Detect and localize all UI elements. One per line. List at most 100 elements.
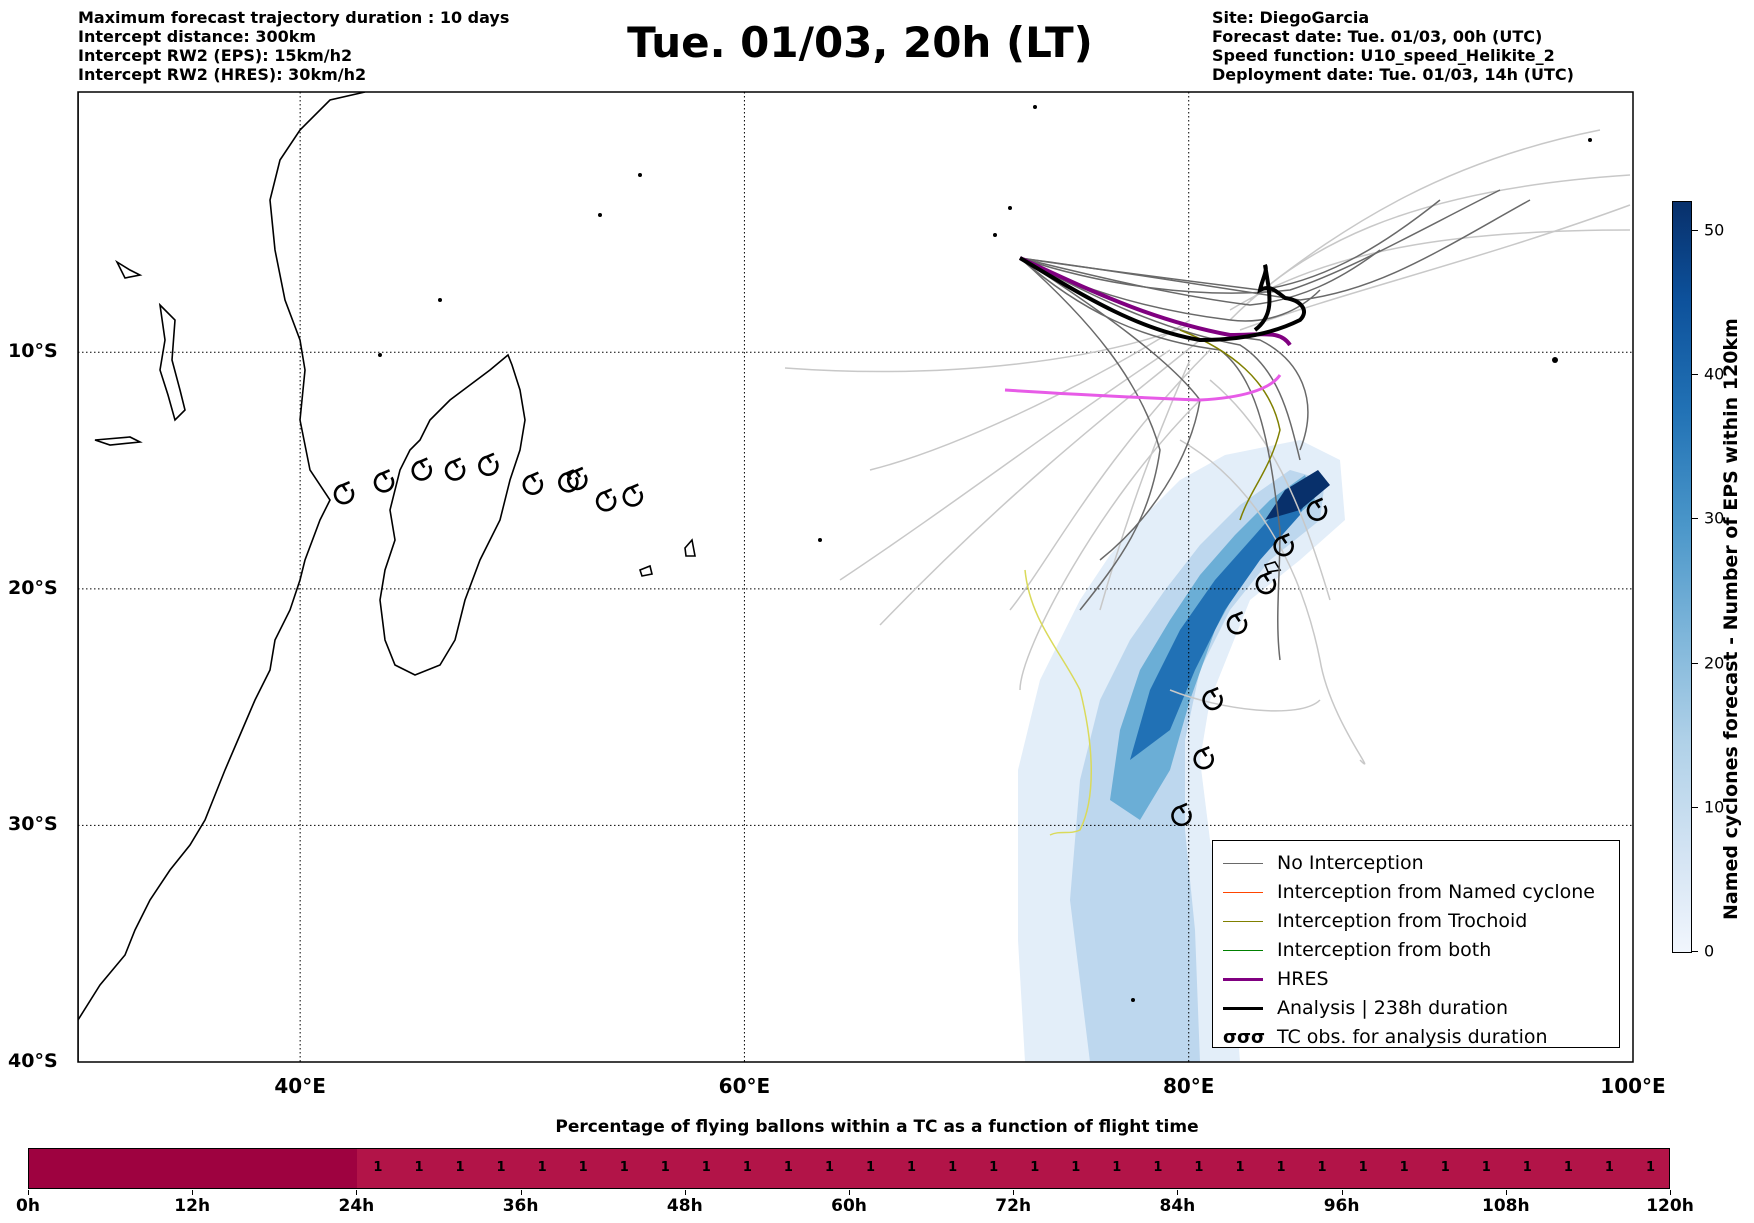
map-frame [77, 91, 1634, 1063]
legend-entry: Analysis | 238h duration [1223, 994, 1508, 1022]
flight-bar-tick-label: 120h [1646, 1196, 1694, 1216]
tc-observation-icon [622, 483, 644, 507]
legend-swatch [1223, 920, 1263, 922]
tc-observation-icon [1226, 611, 1248, 635]
tc-observation-icon [1306, 497, 1328, 521]
tc-observation-icon [1255, 570, 1277, 595]
header-line: Forecast date: Tue. 01/03, 00h (UTC) [1212, 27, 1543, 46]
flight-bar-tick [356, 1190, 358, 1195]
tc-observation-icon: σσσ [1223, 1026, 1266, 1048]
legend-label: TC obs. for analysis duration [1277, 1026, 1548, 1048]
flight-percentage-value: 1 [1276, 1160, 1286, 1175]
colorbar-tick [1692, 662, 1698, 664]
legend-swatch [1223, 949, 1263, 951]
flight-percentage-value: 1 [1317, 1160, 1327, 1175]
flight-bar-tick [849, 1190, 850, 1195]
flight-percentage-value: 1 [1399, 1160, 1409, 1175]
flight-bar-tick [192, 1190, 194, 1195]
header-line: Deployment date: Tue. 01/03, 14h (UTC) [1212, 65, 1574, 84]
colorbar-tick-label: 50 [1704, 220, 1725, 240]
flight-bar-tick [1177, 1190, 1179, 1195]
colorbar-tick [1692, 518, 1698, 520]
tc-observation-icon [478, 452, 499, 476]
flight-percentage-value: 1 [537, 1160, 547, 1175]
colorbar-tick-label: 0 [1704, 941, 1715, 961]
colorbar-tick-label: 30 [1704, 508, 1725, 528]
flight-percentage-value: 1 [1358, 1160, 1368, 1175]
flight-bar-tick-label: 36h [502, 1196, 539, 1216]
flight-percentage-value: 1 [824, 1160, 834, 1175]
flight-percentage-value: 1 [1071, 1160, 1081, 1175]
header-line: Site: DiegoGarcia [1212, 8, 1370, 27]
flight-percentage-value: 1 [1604, 1160, 1614, 1175]
flight-percentage-value: 1 [1194, 1160, 1204, 1175]
flight-percentage-value: 1 [578, 1160, 588, 1175]
flight-bar-tick-label: 72h [995, 1196, 1032, 1216]
latitude-label: 10°S [8, 340, 58, 363]
tc-observation-icon [373, 469, 395, 493]
latitude-label: 30°S [8, 813, 58, 836]
header-line: Maximum forecast trajectory duration : 1… [78, 8, 510, 27]
tc-observation-icon [1193, 745, 1214, 770]
header-left-info: Maximum forecast trajectory duration : 1… [78, 8, 509, 84]
header-line: Intercept RW2 (EPS): 15km/h2 [78, 46, 353, 65]
flight-percentage-value: 1 [1235, 1160, 1245, 1175]
flight-bar-tick-label: 96h [1323, 1196, 1360, 1216]
longitude-label: 60°E [718, 1074, 771, 1098]
colorbar-title: Named cyclones forecast - Number of EPS … [1720, 318, 1742, 920]
flight-bar-tick [684, 1190, 686, 1195]
colorbar-tick [1692, 374, 1698, 376]
flight-percentage-value: 1 [1645, 1160, 1655, 1175]
colorbar-tick-label: 40 [1704, 364, 1725, 384]
tc-observation-icon [1171, 802, 1192, 827]
flight-percentage-bar: 1 1 1 1 1 1 1 1 1 1 1 1 1 1 1 1 1 1 1 1 1 1 1 1 1 1 1 1 1 1 1 1 [28, 1148, 1670, 1189]
legend-entry: No Interception [1223, 849, 1424, 877]
colorbar-tick-label: 20 [1704, 653, 1725, 673]
tc-observation-icon [595, 488, 617, 512]
graticule [78, 92, 1633, 1062]
flight-bar-tick [1670, 1190, 1671, 1195]
legend-label: No Interception [1277, 852, 1424, 874]
flight-bar-tick-label: 0h [16, 1196, 40, 1216]
flight-bar-tick [520, 1190, 522, 1195]
flight-percentage-value: 1 [619, 1160, 629, 1175]
flight-percentage-value: 1 [701, 1160, 711, 1175]
flight-bar-tick-label: 84h [1159, 1196, 1196, 1216]
tc-observation-icon [522, 471, 544, 495]
legend: No Interception Interception from Named c… [1212, 840, 1620, 1048]
flight-percentage-value: 1 [373, 1160, 383, 1175]
legend-swatch [1223, 1006, 1263, 1010]
legend-label: HRES [1277, 968, 1329, 990]
legend-label: Interception from both [1277, 939, 1492, 961]
legend-label: Interception from Named cyclone [1277, 881, 1595, 903]
flight-percentage-value: 1 [783, 1160, 793, 1175]
legend-swatch [1223, 862, 1263, 864]
flight-bar-dark-segment [29, 1149, 358, 1188]
legend-entry: Interception from Named cyclone [1223, 878, 1595, 906]
tc-observation-icon [1273, 533, 1294, 557]
flight-percentage-value: 1 [1563, 1160, 1573, 1175]
flight-percentage-value: 1 [1481, 1160, 1491, 1175]
flight-percentage-value: 1 [414, 1160, 424, 1175]
longitude-label: 80°E [1162, 1074, 1215, 1098]
flight-bar-tick-label: 12h [174, 1196, 211, 1216]
legend-entry: σσσ TC obs. for analysis duration [1223, 1023, 1548, 1051]
legend-entry: HRES [1223, 965, 1329, 993]
longitude-label: 100°E [1600, 1074, 1666, 1098]
yellow-track [1024, 569, 1092, 836]
flight-percentage-value: 1 [742, 1160, 752, 1175]
tc-observation-icon [333, 481, 355, 505]
flight-bar-tick-label: 24h [338, 1196, 375, 1216]
flight-percentage-value: 1 [1440, 1160, 1450, 1175]
flight-percentage-value: 1 [907, 1160, 917, 1175]
flight-bar-tick [1013, 1190, 1015, 1195]
header-line: Intercept RW2 (HRES): 30km/h2 [78, 65, 367, 84]
flight-percentage-value: 1 [660, 1160, 670, 1175]
legend-label: Interception from Trochoid [1277, 910, 1528, 932]
colorbar-tick [1692, 806, 1698, 808]
header-line: Intercept distance: 300km [78, 27, 317, 46]
latitude-label: 20°S [8, 576, 58, 599]
colorbar-tick [1692, 951, 1698, 952]
tc-observation-icon [444, 457, 466, 481]
